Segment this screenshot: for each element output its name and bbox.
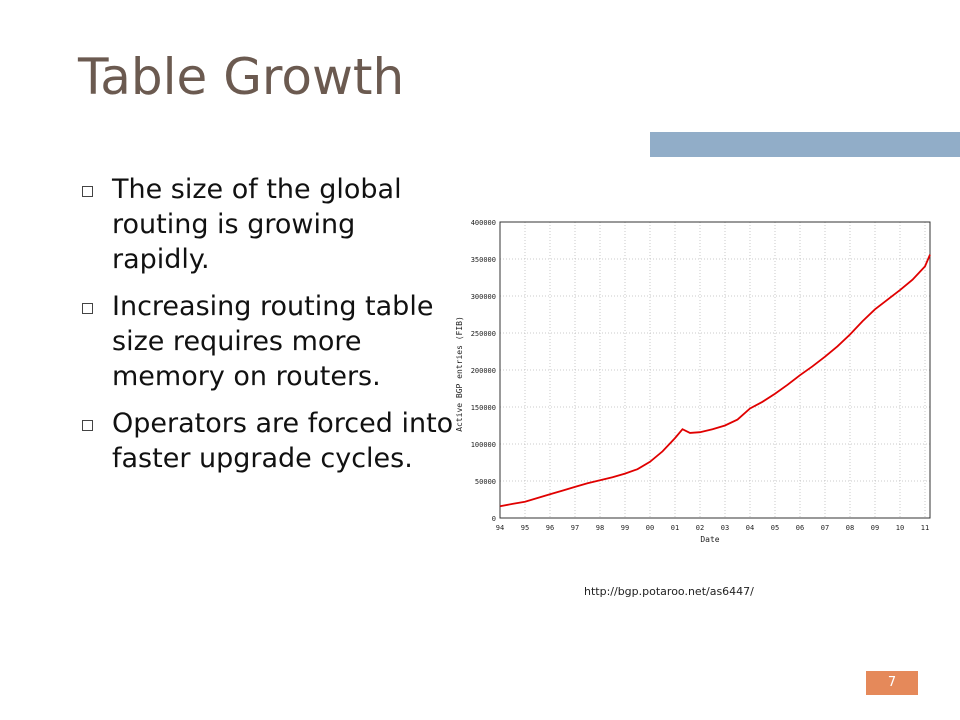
chart-series	[499, 254, 931, 508]
plot-frame	[499, 221, 931, 519]
x-axis-label: Date	[700, 535, 719, 544]
square-bullet-icon	[82, 186, 93, 197]
square-bullet-icon	[82, 303, 93, 314]
title-accent-bar	[650, 132, 960, 157]
y-tick-label: 100000	[471, 441, 496, 449]
x-tick-label: 09	[871, 524, 879, 532]
x-tick-label: 02	[696, 524, 704, 532]
y-tick-label: 50000	[475, 478, 496, 486]
x-tick-label: 06	[796, 524, 804, 532]
source-link[interactable]: http://bgp.potaroo.net/as6447/	[584, 585, 754, 598]
series-line	[499, 254, 931, 508]
bullet-text: Operators are forced into faster upgrade…	[112, 408, 454, 474]
bullet-item: The size of the global routing is growin…	[78, 172, 458, 277]
y-tick-label: 0	[492, 515, 496, 523]
x-tick-label: 01	[671, 524, 679, 532]
y-tick-label: 250000	[471, 330, 496, 338]
x-tick-label: 11	[921, 524, 929, 532]
x-tick-label: 95	[521, 524, 529, 532]
bgp-table-growth-chart: 0 50000 100000 150000 200000 250000 300000 3500…	[452, 214, 938, 550]
bullet-item: Increasing routing table size requires m…	[78, 289, 458, 394]
y-tick-label: 400000	[471, 219, 496, 227]
x-tick-label: 96	[546, 524, 554, 532]
x-tick-label: 94	[496, 524, 504, 532]
bullet-text: Increasing routing table size requires m…	[112, 291, 434, 392]
y-tick-label: 200000	[471, 367, 496, 375]
y-tick-label: 150000	[471, 404, 496, 412]
x-tick-label: 07	[821, 524, 829, 532]
y-axis-label: Active BGP entries (FIB)	[455, 316, 464, 432]
x-tick-label: 10	[896, 524, 904, 532]
y-tick-label: 350000	[471, 256, 496, 264]
chart-background	[452, 214, 938, 550]
bullet-list: The size of the global routing is growin…	[78, 172, 458, 488]
x-tick-label: 99	[621, 524, 629, 532]
square-bullet-icon	[82, 420, 93, 431]
slide-title: Table Growth	[78, 48, 405, 106]
y-tick-label: 300000	[471, 293, 496, 301]
chart-axes: 0 50000 100000 150000 200000 250000 300000 3500…	[471, 219, 931, 532]
x-tick-label: 97	[571, 524, 579, 532]
bullet-item: Operators are forced into faster upgrade…	[78, 406, 458, 476]
page-number-badge: 7	[866, 671, 918, 695]
x-tick-label: 08	[846, 524, 854, 532]
x-tick-label: 00	[646, 524, 654, 532]
bullet-text: The size of the global routing is growin…	[112, 174, 402, 275]
x-tick-label: 04	[746, 524, 754, 532]
x-tick-label: 98	[596, 524, 604, 532]
x-tick-label: 05	[771, 524, 779, 532]
chart-grid	[499, 221, 930, 519]
x-tick-label: 03	[721, 524, 729, 532]
